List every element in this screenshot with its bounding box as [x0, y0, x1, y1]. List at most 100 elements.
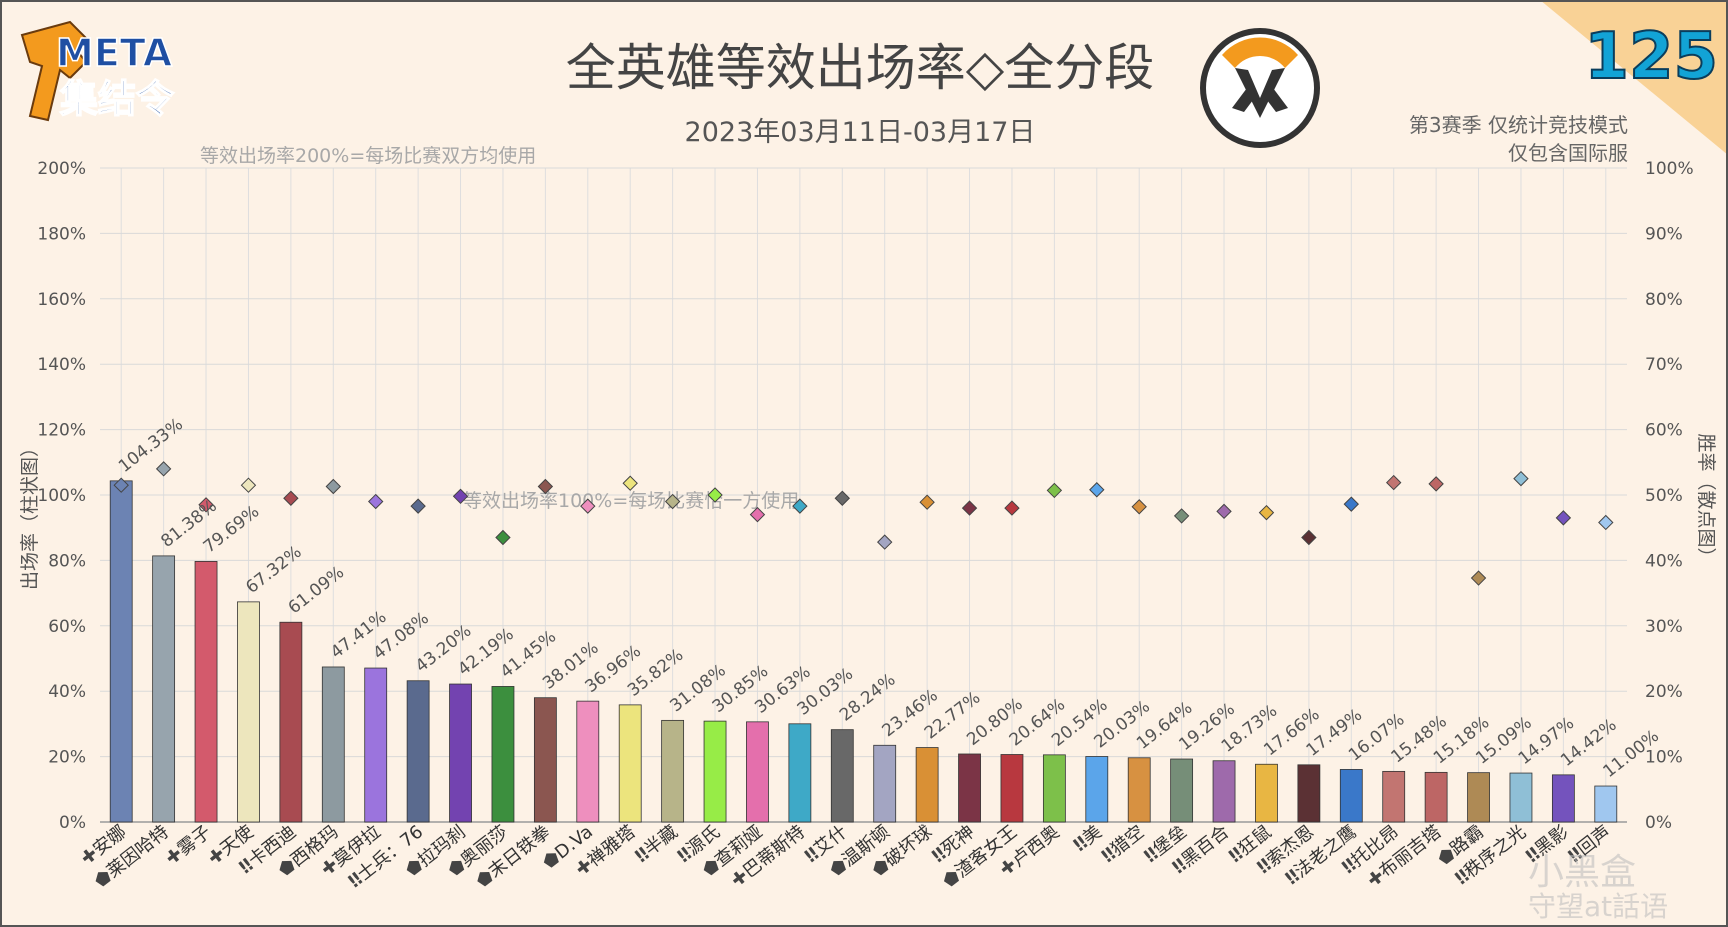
bar	[576, 700, 600, 823]
y-tick-label: 80%	[48, 551, 86, 571]
winrate-point	[1428, 476, 1444, 492]
bar	[703, 720, 727, 823]
bar	[830, 729, 854, 823]
bar	[1382, 770, 1406, 823]
bar	[1467, 772, 1490, 823]
winrate-point	[198, 497, 214, 513]
winrate-point	[155, 461, 172, 477]
winrate-point	[707, 487, 723, 503]
y-tick-label: 180%	[37, 224, 86, 244]
reference-label-200: 等效出场率200%=每场比赛双方均使用	[200, 145, 536, 167]
bar	[1085, 756, 1109, 823]
winrate-point	[537, 478, 554, 495]
bar	[1042, 754, 1066, 823]
note-line1: 第3赛季 仅统计竞技模式	[1409, 113, 1628, 137]
winrate-point	[1258, 504, 1275, 521]
y2-tick-label: 10%	[1645, 748, 1683, 768]
bar	[788, 723, 812, 823]
bar	[1424, 771, 1448, 823]
bar	[873, 744, 897, 823]
winrate-point	[283, 490, 299, 506]
y-tick-label: 120%	[37, 421, 86, 441]
y2-tick-label: 0%	[1645, 813, 1672, 833]
bar	[449, 683, 472, 823]
winrate-point	[1598, 514, 1614, 531]
winrate-point	[1470, 570, 1487, 586]
bar	[1551, 774, 1575, 823]
winrate-point	[792, 498, 808, 514]
winrate-point	[664, 493, 681, 510]
y-tick-label: 60%	[48, 617, 86, 637]
logo-hammer-shape	[20, 20, 90, 122]
winrate-point	[1173, 508, 1190, 524]
winrate-point	[877, 534, 893, 550]
bar	[1000, 754, 1024, 823]
winrate-point	[410, 498, 426, 514]
winrate-points	[113, 461, 1614, 586]
y2-tick-label: 20%	[1645, 682, 1683, 702]
winrate-point	[1046, 482, 1063, 499]
winrate-point	[1089, 482, 1105, 498]
bar	[364, 667, 388, 823]
y2-tick-label: 60%	[1645, 421, 1683, 441]
y-tick-label: 0%	[59, 813, 86, 833]
winrate-point	[1301, 529, 1317, 546]
bar	[618, 704, 642, 823]
y2-tick-label: 40%	[1645, 551, 1683, 571]
winrate-point	[240, 477, 257, 493]
y-tick-label: 40%	[48, 682, 86, 702]
axis-layer: 0% 20% 40% 60% 80% 100% 120% 140% 160% 180% 200% 0%…	[37, 159, 1693, 833]
chart-title: 全英雄等效出场率◇全分段	[566, 39, 1154, 97]
bar	[915, 747, 939, 823]
bar	[1339, 769, 1363, 823]
issue-number: 125	[1584, 20, 1718, 94]
bar	[661, 719, 685, 823]
bar	[1255, 763, 1278, 823]
bar	[279, 621, 303, 823]
watermark-text: 小黑盒	[1528, 852, 1636, 893]
y2-tick-label: 100%	[1645, 159, 1694, 179]
winrate-point	[452, 488, 469, 505]
chart-subtitle: 2023年03月11日-03月17日	[685, 117, 1036, 148]
bar	[1212, 760, 1236, 823]
winrate-point	[919, 494, 935, 510]
winrate-point	[368, 493, 384, 510]
winrate-point	[834, 490, 850, 506]
watermark-text-2: 守望at話语	[1528, 890, 1668, 923]
note-line2: 仅包含国际服	[1508, 141, 1628, 165]
watermark: 小黑盒 守望at話语	[1528, 852, 1668, 923]
logo-line1: META	[56, 31, 173, 75]
y2-tick-label: 70%	[1645, 355, 1683, 375]
bar	[152, 555, 176, 823]
winrate-point	[1555, 510, 1572, 526]
y2-tick-label: 80%	[1645, 290, 1683, 310]
bar	[491, 686, 515, 823]
bar	[1127, 757, 1151, 823]
bar	[321, 666, 345, 823]
corner-ribbon	[1540, 0, 1728, 155]
winrate-point	[961, 500, 978, 516]
bar	[406, 680, 430, 823]
winrate-point	[1004, 500, 1020, 516]
bar	[533, 697, 557, 823]
winrate-point	[495, 529, 511, 546]
logo-line2: 集结令	[59, 77, 175, 121]
y2-axis-label: 胜率（散点图）	[1695, 433, 1717, 566]
winrate-point	[1513, 470, 1529, 487]
y-axis-label: 出场率（柱状图）	[19, 438, 41, 590]
bar	[746, 721, 769, 823]
meta-logo: META 集结令	[20, 20, 176, 122]
bar-layer	[109, 480, 1618, 823]
bar	[958, 753, 981, 823]
overwatch-logo-icon	[1200, 28, 1320, 148]
winrate-point	[1131, 499, 1147, 515]
bar	[1594, 785, 1618, 823]
winrate-point	[1343, 496, 1359, 512]
bar	[109, 480, 133, 823]
winrate-point	[749, 506, 766, 523]
y-tick-label: 140%	[37, 355, 86, 375]
y-tick-label: 100%	[37, 486, 86, 506]
y-tick-label: 20%	[48, 748, 86, 768]
